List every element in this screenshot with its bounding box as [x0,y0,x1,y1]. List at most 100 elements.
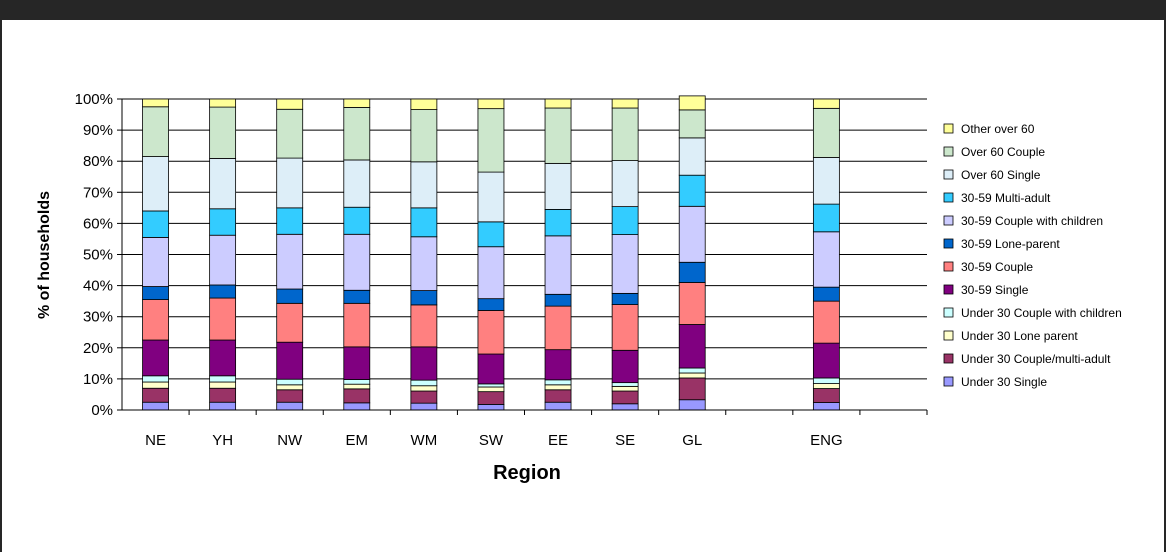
legend-label: Other over 60 [961,122,1035,136]
bar-segment [343,233,371,291]
bar-segment [611,234,639,294]
legend-label: Under 30 Couple with children [961,306,1122,320]
bar-segment [209,284,237,299]
bar-segment [544,389,572,403]
bar-segment [276,108,304,159]
legend-label: Over 60 Couple [961,145,1045,159]
bar-segment [812,231,840,288]
bar-segment [812,286,840,302]
bar-segment [611,206,639,235]
bar-segment [611,292,639,305]
bar-segment [812,402,840,411]
bar-segment [678,367,706,374]
bar-segment [812,98,840,109]
window-top-bar [0,0,1166,20]
bar-segment [812,157,840,205]
bar-segment [544,235,572,295]
legend-swatch [943,284,954,295]
y-tick-label: 40% [83,278,113,295]
y-tick-label: 90% [83,122,113,139]
legend-swatch [943,330,954,341]
bar-segment [477,298,505,311]
legend-swatch [943,261,954,272]
bar-segment [678,282,706,325]
bar-segment [477,246,505,300]
bar-segment [142,210,169,238]
x-tick-label: NE [145,432,166,449]
bar-segment [410,109,438,163]
bar-segment [209,208,237,236]
legend-swatch [943,353,954,364]
bar-segment [410,390,438,404]
bar-segment [410,385,438,392]
bar-segment [410,236,438,291]
bar-segment [276,378,304,386]
bar-segment [544,293,572,307]
bar-segment [209,98,237,108]
bar-segment [142,339,169,377]
bar-segment [410,290,438,306]
y-axis-title: % of households [36,191,53,319]
legend-label: 30-59 Single [961,283,1029,297]
bar-segment [209,387,237,403]
bar-segment [276,401,304,411]
legend-swatch [943,169,954,180]
legend-label: Over 60 Single [961,168,1041,182]
bar-segment [410,207,438,238]
legend-swatch [943,238,954,249]
x-tick-label: EM [346,432,369,449]
bar-segment [343,402,371,411]
bar-segment [611,390,639,405]
bar-segment [544,349,572,381]
y-tick-label: 100% [75,91,113,108]
bar-segment [276,207,304,235]
bar-segment [812,203,840,233]
bar-segment [276,389,304,403]
bar-segment [678,324,706,369]
x-tick-label: SW [479,432,504,449]
bar-segment [611,98,639,109]
x-tick-label: GL [682,432,702,449]
bar-segment [544,107,572,164]
bar-segment [611,160,639,208]
bar-segment [209,375,237,383]
bar-segment [477,391,505,405]
bar-segment [343,206,371,235]
bar-segment [678,95,706,111]
bar-segment [544,209,572,237]
y-tick-label: 70% [83,184,113,201]
gridlines [117,98,928,415]
legend-swatch [943,215,954,226]
bar-segment [276,233,304,290]
bar-segment [209,381,237,389]
bar-segment [477,221,505,248]
bar-segment [209,339,237,377]
bar-segment [142,381,169,389]
legend-swatch [943,146,954,157]
bar-segment [276,341,304,380]
bar-segment [611,403,639,411]
legend-swatch [943,123,954,134]
x-tick-label: YH [212,432,233,449]
x-tick-labels: NE YH NW EM WM SW EE SE GL ENG [145,432,843,449]
legend-label: Under 30 Lone parent [961,329,1078,343]
legend-swatch [943,192,954,203]
bar-segment [544,305,572,351]
bar-segment [343,379,371,385]
bar-segment [678,109,706,139]
bar-segment [678,137,706,176]
bar-segment [142,286,169,300]
bar-segment [477,171,505,223]
bar-segment [209,234,237,286]
bar-segment [276,384,304,391]
bar-segment [410,98,438,110]
bar-segment [142,299,169,341]
legend-label: Under 30 Couple/multi-adult [961,352,1111,366]
y-tick-label: 50% [83,247,113,264]
bar-segment [678,205,706,263]
bar-segment [678,174,706,207]
bar-segment [209,106,237,159]
bar-segment [812,388,840,403]
bar-segment [142,401,169,411]
